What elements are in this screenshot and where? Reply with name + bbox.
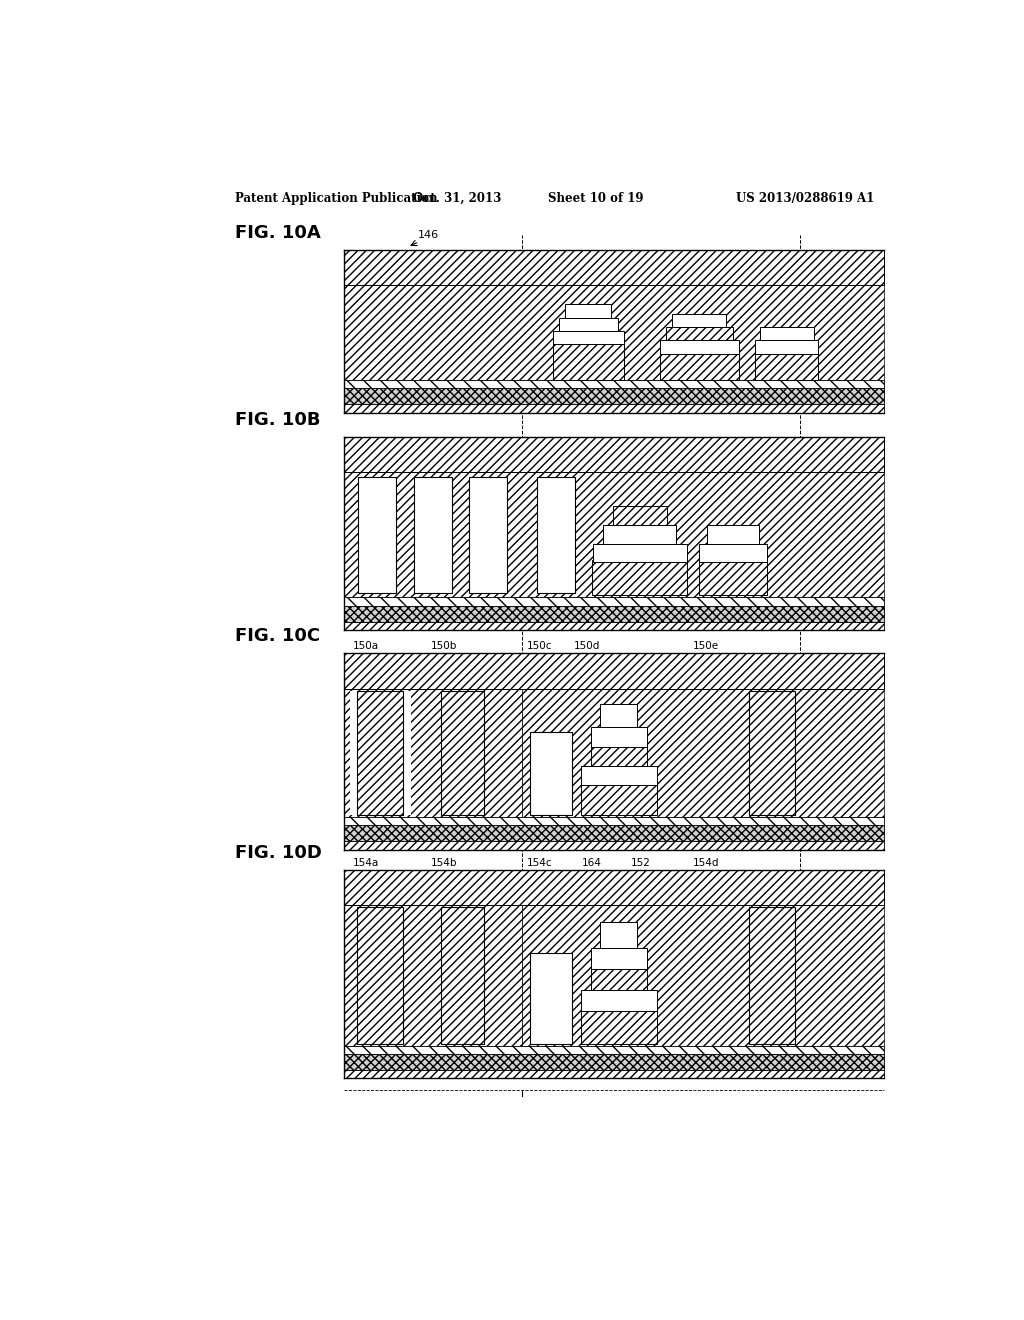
- Text: Sheet 10 of 19: Sheet 10 of 19: [549, 191, 644, 205]
- Bar: [344, 388, 884, 404]
- Bar: [344, 817, 884, 825]
- Text: 150e: 150e: [693, 642, 719, 651]
- Bar: [603, 525, 677, 544]
- Bar: [344, 380, 884, 388]
- Bar: [582, 783, 656, 814]
- Bar: [469, 477, 507, 594]
- Text: 150a: 150a: [352, 642, 379, 651]
- Bar: [760, 327, 814, 341]
- Text: 150b: 150b: [430, 642, 457, 651]
- Bar: [659, 354, 739, 380]
- Bar: [537, 477, 574, 594]
- Bar: [344, 404, 884, 412]
- Bar: [344, 870, 884, 906]
- Bar: [522, 906, 884, 1045]
- Bar: [592, 561, 687, 595]
- Bar: [699, 561, 767, 595]
- Bar: [755, 341, 818, 354]
- Bar: [755, 354, 818, 380]
- Bar: [591, 969, 647, 990]
- Text: FIG. 10B: FIG. 10B: [236, 411, 321, 429]
- Bar: [600, 923, 638, 948]
- Bar: [553, 345, 624, 380]
- Bar: [553, 331, 624, 345]
- Bar: [402, 690, 411, 814]
- Bar: [582, 990, 656, 1011]
- Bar: [344, 653, 884, 689]
- Bar: [344, 598, 884, 606]
- Bar: [708, 525, 759, 544]
- Text: 154d: 154d: [693, 858, 720, 867]
- Text: 152: 152: [631, 858, 651, 867]
- Text: 148: 148: [397, 457, 419, 467]
- Text: FIG. 10A: FIG. 10A: [236, 224, 321, 242]
- Bar: [659, 341, 739, 354]
- Bar: [344, 285, 884, 380]
- Bar: [344, 1053, 884, 1071]
- Text: US 2013/0288619 A1: US 2013/0288619 A1: [736, 191, 874, 205]
- Bar: [356, 907, 402, 1044]
- Bar: [591, 948, 647, 969]
- Bar: [699, 544, 767, 562]
- Bar: [613, 507, 667, 525]
- Bar: [344, 622, 884, 630]
- Bar: [344, 825, 884, 841]
- Text: 150d: 150d: [574, 642, 600, 651]
- Bar: [344, 473, 884, 598]
- Text: FIG. 10D: FIG. 10D: [236, 843, 322, 862]
- Bar: [666, 327, 733, 341]
- Bar: [749, 690, 795, 814]
- Bar: [530, 953, 571, 1044]
- Text: 150c: 150c: [526, 642, 552, 651]
- Bar: [350, 690, 356, 814]
- Bar: [414, 477, 452, 594]
- Bar: [749, 907, 795, 1044]
- Bar: [600, 705, 638, 727]
- Bar: [344, 689, 522, 817]
- Bar: [344, 1071, 884, 1078]
- Bar: [344, 249, 884, 285]
- Bar: [344, 606, 884, 622]
- Text: FIG. 10C: FIG. 10C: [236, 627, 321, 645]
- Bar: [673, 314, 726, 327]
- Bar: [344, 437, 884, 473]
- Text: 164: 164: [582, 858, 602, 867]
- Bar: [582, 766, 656, 785]
- Bar: [591, 747, 647, 766]
- Text: 154a: 154a: [352, 858, 379, 867]
- Bar: [440, 690, 484, 814]
- Bar: [344, 841, 884, 850]
- Text: 146: 146: [418, 230, 439, 240]
- Bar: [440, 907, 484, 1044]
- Bar: [591, 727, 647, 747]
- Bar: [344, 1045, 884, 1053]
- Bar: [344, 906, 522, 1045]
- Bar: [358, 477, 396, 594]
- Bar: [593, 544, 687, 562]
- Bar: [530, 731, 571, 814]
- Bar: [356, 690, 402, 814]
- Text: 154b: 154b: [430, 858, 457, 867]
- Text: Oct. 31, 2013: Oct. 31, 2013: [413, 191, 502, 205]
- Bar: [559, 318, 617, 331]
- Bar: [522, 689, 884, 817]
- Text: 154c: 154c: [526, 858, 552, 867]
- Bar: [565, 305, 611, 318]
- Text: Patent Application Publication: Patent Application Publication: [236, 191, 437, 205]
- Bar: [582, 1008, 656, 1044]
